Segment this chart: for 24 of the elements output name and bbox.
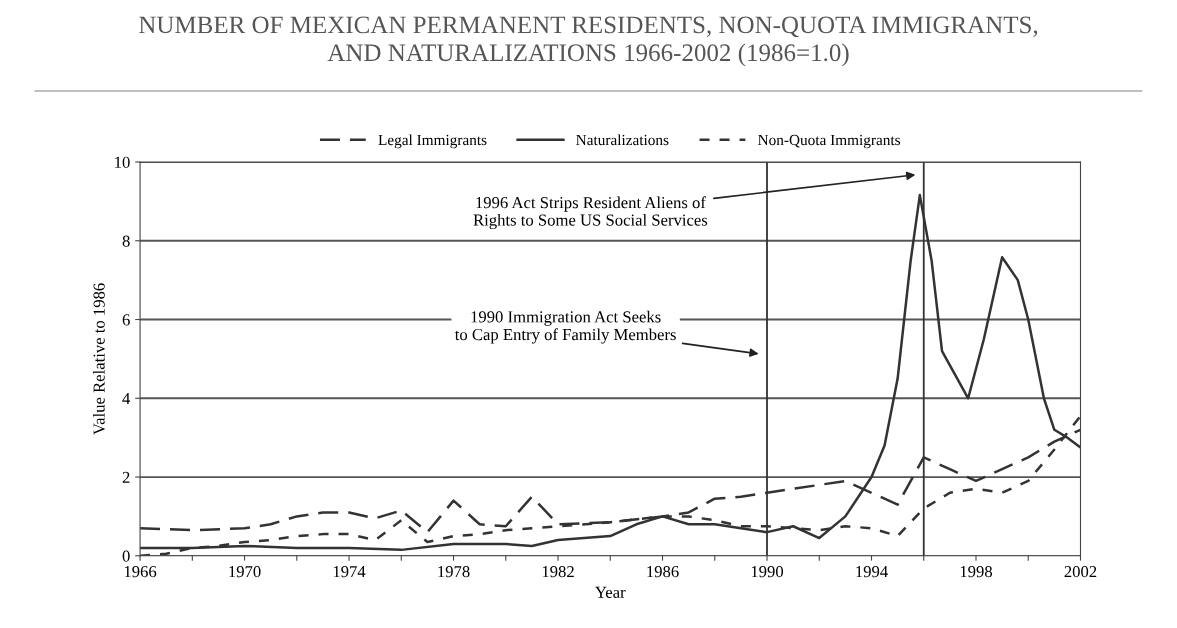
y-tick-label: 10 bbox=[115, 156, 130, 168]
x-tick-label: 1978 bbox=[438, 565, 470, 578]
x-tick-label: 1966 bbox=[124, 566, 157, 578]
annotation: 1996 Act Strips Resident Aliens of Rights to Some US Social Services bbox=[473, 196, 708, 230]
x-tick-label: 2002 bbox=[1064, 565, 1097, 578]
chart-title: NUMBER OF MEXICAN PERMANENT RESIDENTS, NON-QUOTA IMMIGRANTS, AND NATURALIZATIONS 1966-2002 (1986=1.0) bbox=[139, 16, 1038, 67]
y-tick-label: 8 bbox=[122, 235, 130, 247]
x-tick-label: 1982 bbox=[542, 565, 574, 578]
x-tick-label: 1974 bbox=[333, 566, 366, 578]
annotation: 1990 Immigration Act Seeks to Cap Entry of Family Members bbox=[454, 310, 676, 344]
legend-label: Legal Immigrants bbox=[378, 134, 487, 149]
legend-label: Non-Quota Immigrants bbox=[758, 134, 901, 149]
y-tick-label: 6 bbox=[122, 314, 130, 326]
legend-label: Naturalizations bbox=[576, 134, 669, 146]
x-axis-title: Year bbox=[595, 586, 626, 598]
x-tick-label: 1994 bbox=[856, 566, 888, 578]
x-tick-label: 1990 bbox=[751, 565, 784, 578]
y-axis-title: Value Relative to 1986 bbox=[93, 283, 105, 435]
y-tick-label: 2 bbox=[122, 471, 130, 483]
x-tick-label: 1970 bbox=[229, 565, 261, 578]
x-tick-label: 1998 bbox=[960, 565, 993, 578]
x-tick-label: 1986 bbox=[647, 565, 679, 578]
y-tick-label: 4 bbox=[122, 393, 131, 405]
y-tick-label: 0 bbox=[122, 550, 130, 562]
